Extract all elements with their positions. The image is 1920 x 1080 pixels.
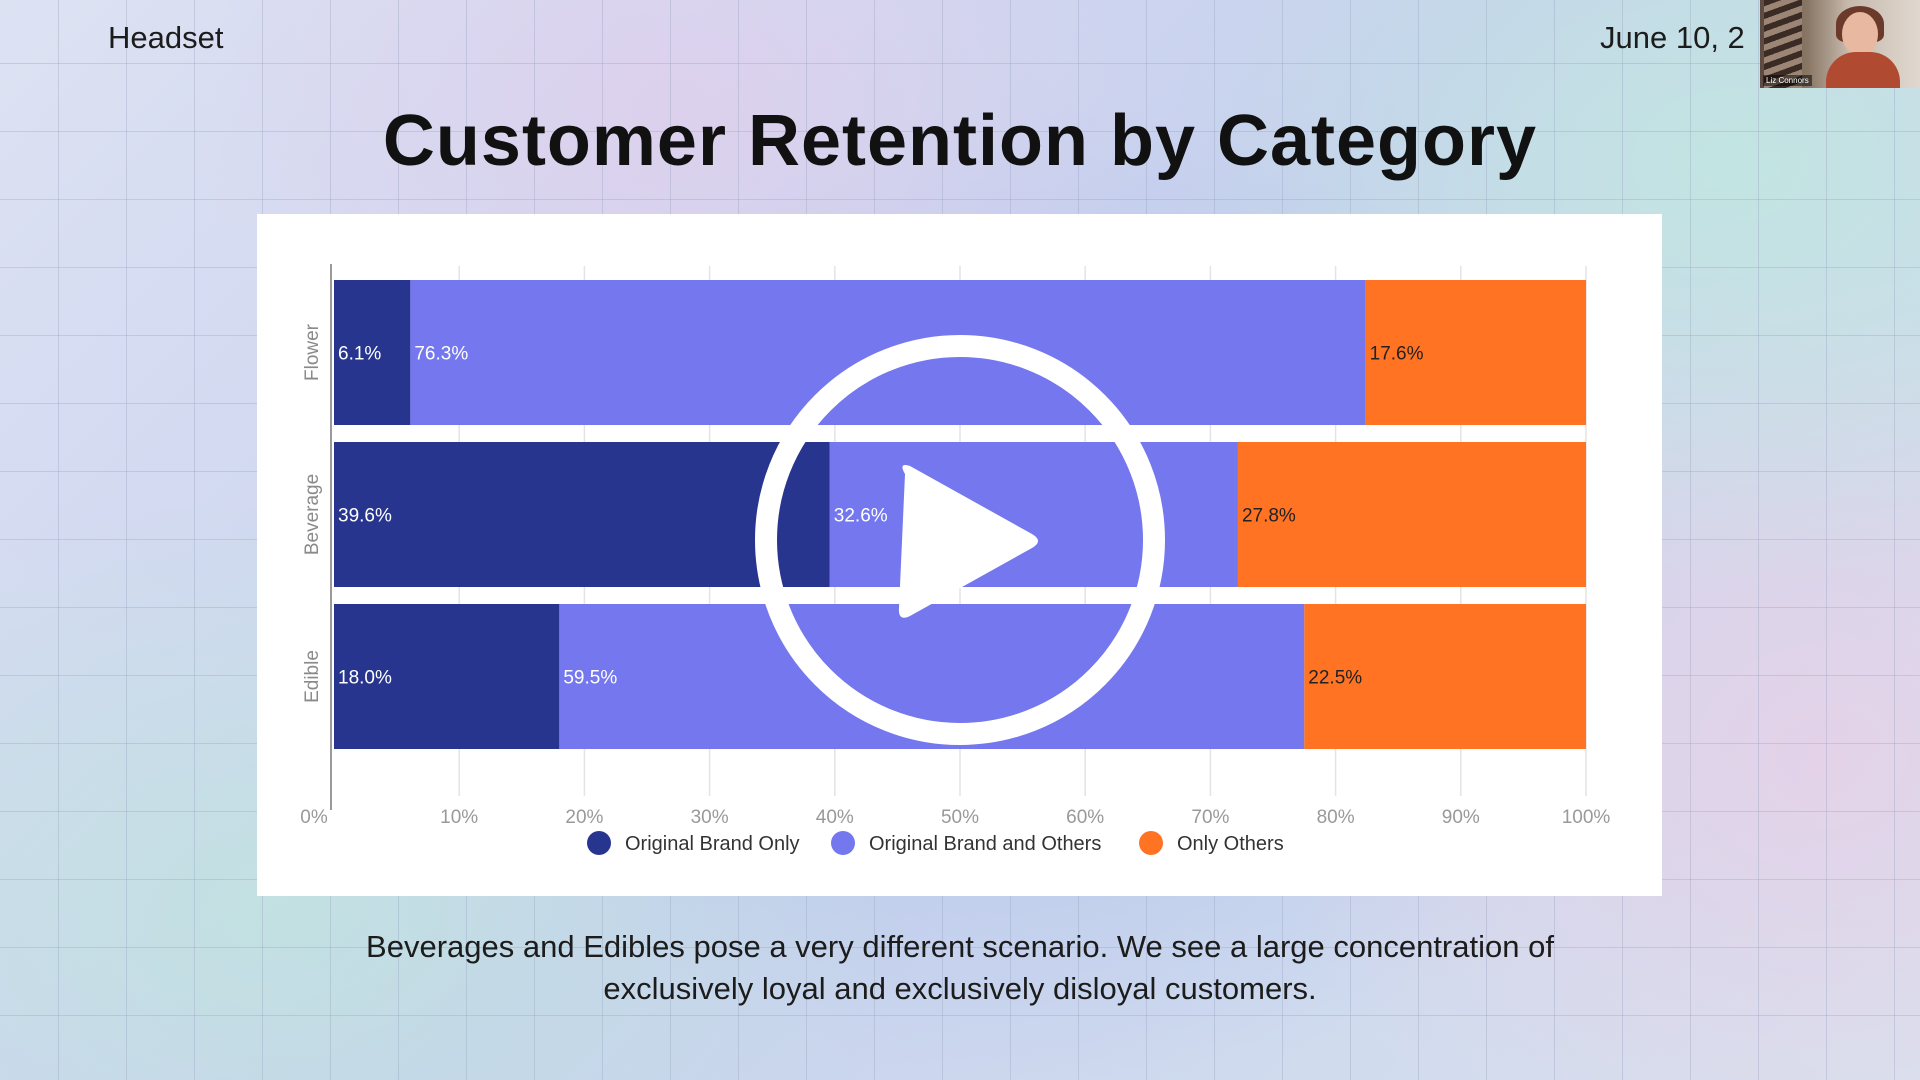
x-tick-label: 0%	[300, 807, 328, 828]
x-tick-label: 20%	[565, 807, 603, 828]
bar-flower-2	[1365, 280, 1586, 425]
bar-edible-0	[334, 604, 560, 749]
x-tick-label: 40%	[816, 807, 854, 828]
bar-beverage-1	[829, 442, 1238, 587]
webcam-participant-name: Liz Connors	[1763, 75, 1812, 86]
category-label: Edible	[302, 650, 323, 703]
bar-flower-0	[334, 280, 411, 425]
x-tick-label: 80%	[1317, 807, 1355, 828]
bar-beverage-2	[1237, 442, 1586, 587]
bar-flower-1	[410, 280, 1366, 425]
date-label: June 10, 2	[1600, 20, 1745, 55]
x-tick-label: 50%	[941, 807, 979, 828]
brand-label: Headset	[108, 20, 224, 55]
bar-edible-2	[1304, 604, 1586, 749]
webcam-background	[1764, 0, 1802, 88]
data-label: 59.5%	[563, 668, 617, 689]
legend-swatch	[587, 831, 611, 855]
data-label: 39.6%	[338, 506, 392, 527]
x-tick-label: 90%	[1442, 807, 1480, 828]
data-label: 18.0%	[338, 668, 392, 689]
bar-edible-1	[559, 604, 1305, 749]
legend-swatch	[1139, 831, 1163, 855]
webcam-person-body	[1826, 52, 1900, 88]
caption-line-2: exclusively loyal and exclusively disloy…	[603, 971, 1317, 1006]
chart-card: 6.1% 76.3% 17.6% Flower 39.6% 32.6% 27.8% Bever…	[257, 214, 1662, 896]
data-label: 6.1%	[338, 344, 381, 365]
slide-caption: Beverages and Edibles pose a very differ…	[0, 926, 1920, 1010]
caption-line-1: Beverages and Edibles pose a very differ…	[366, 929, 1554, 964]
x-tick-label: 10%	[440, 807, 478, 828]
bar-beverage-0	[334, 442, 830, 587]
retention-chart: 6.1% 76.3% 17.6% Flower 39.6% 32.6% 27.8% Bever…	[300, 264, 1611, 855]
data-label: 76.3%	[414, 344, 468, 365]
data-label: 32.6%	[834, 506, 888, 527]
category-label: Flower	[302, 323, 323, 381]
legend-swatch	[831, 831, 855, 855]
legend-label: Original Brand Only	[625, 833, 800, 855]
x-tick-label: 100%	[1562, 807, 1611, 828]
data-label: 17.6%	[1370, 344, 1424, 365]
data-label: 22.5%	[1308, 668, 1362, 689]
webcam-thumbnail[interactable]: Liz Connors	[1760, 0, 1920, 88]
data-label: 27.8%	[1242, 506, 1296, 527]
x-tick-label: 60%	[1066, 807, 1104, 828]
x-tick-label: 30%	[691, 807, 729, 828]
legend-label: Only Others	[1177, 833, 1284, 855]
slide-title: Customer Retention by Category	[382, 101, 1538, 181]
category-label: Beverage	[302, 474, 323, 555]
legend-label: Original Brand and Others	[869, 833, 1101, 855]
x-tick-label: 70%	[1191, 807, 1229, 828]
webcam-person-face	[1842, 12, 1878, 56]
